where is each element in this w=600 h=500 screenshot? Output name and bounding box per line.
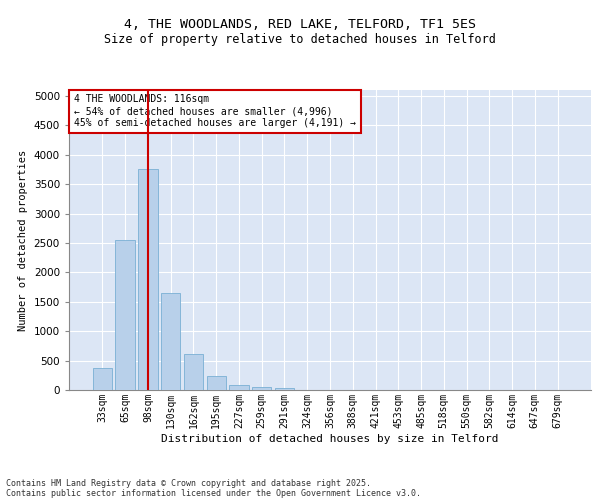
Text: Contains HM Land Registry data © Crown copyright and database right 2025.: Contains HM Land Registry data © Crown c… xyxy=(6,478,371,488)
Bar xyxy=(184,354,203,390)
Text: 4, THE WOODLANDS, RED LAKE, TELFORD, TF1 5ES: 4, THE WOODLANDS, RED LAKE, TELFORD, TF1… xyxy=(124,18,476,30)
Text: Contains public sector information licensed under the Open Government Licence v3: Contains public sector information licen… xyxy=(6,488,421,498)
X-axis label: Distribution of detached houses by size in Telford: Distribution of detached houses by size … xyxy=(161,434,499,444)
Bar xyxy=(206,376,226,390)
Bar xyxy=(275,388,294,390)
Bar xyxy=(252,388,271,390)
Bar xyxy=(93,368,112,390)
Y-axis label: Number of detached properties: Number of detached properties xyxy=(18,150,28,330)
Bar xyxy=(161,293,181,390)
Bar xyxy=(115,240,135,390)
Text: 4 THE WOODLANDS: 116sqm
← 54% of detached houses are smaller (4,996)
45% of semi: 4 THE WOODLANDS: 116sqm ← 54% of detache… xyxy=(74,94,356,128)
Text: Size of property relative to detached houses in Telford: Size of property relative to detached ho… xyxy=(104,32,496,46)
Bar xyxy=(229,384,248,390)
Bar xyxy=(138,170,158,390)
